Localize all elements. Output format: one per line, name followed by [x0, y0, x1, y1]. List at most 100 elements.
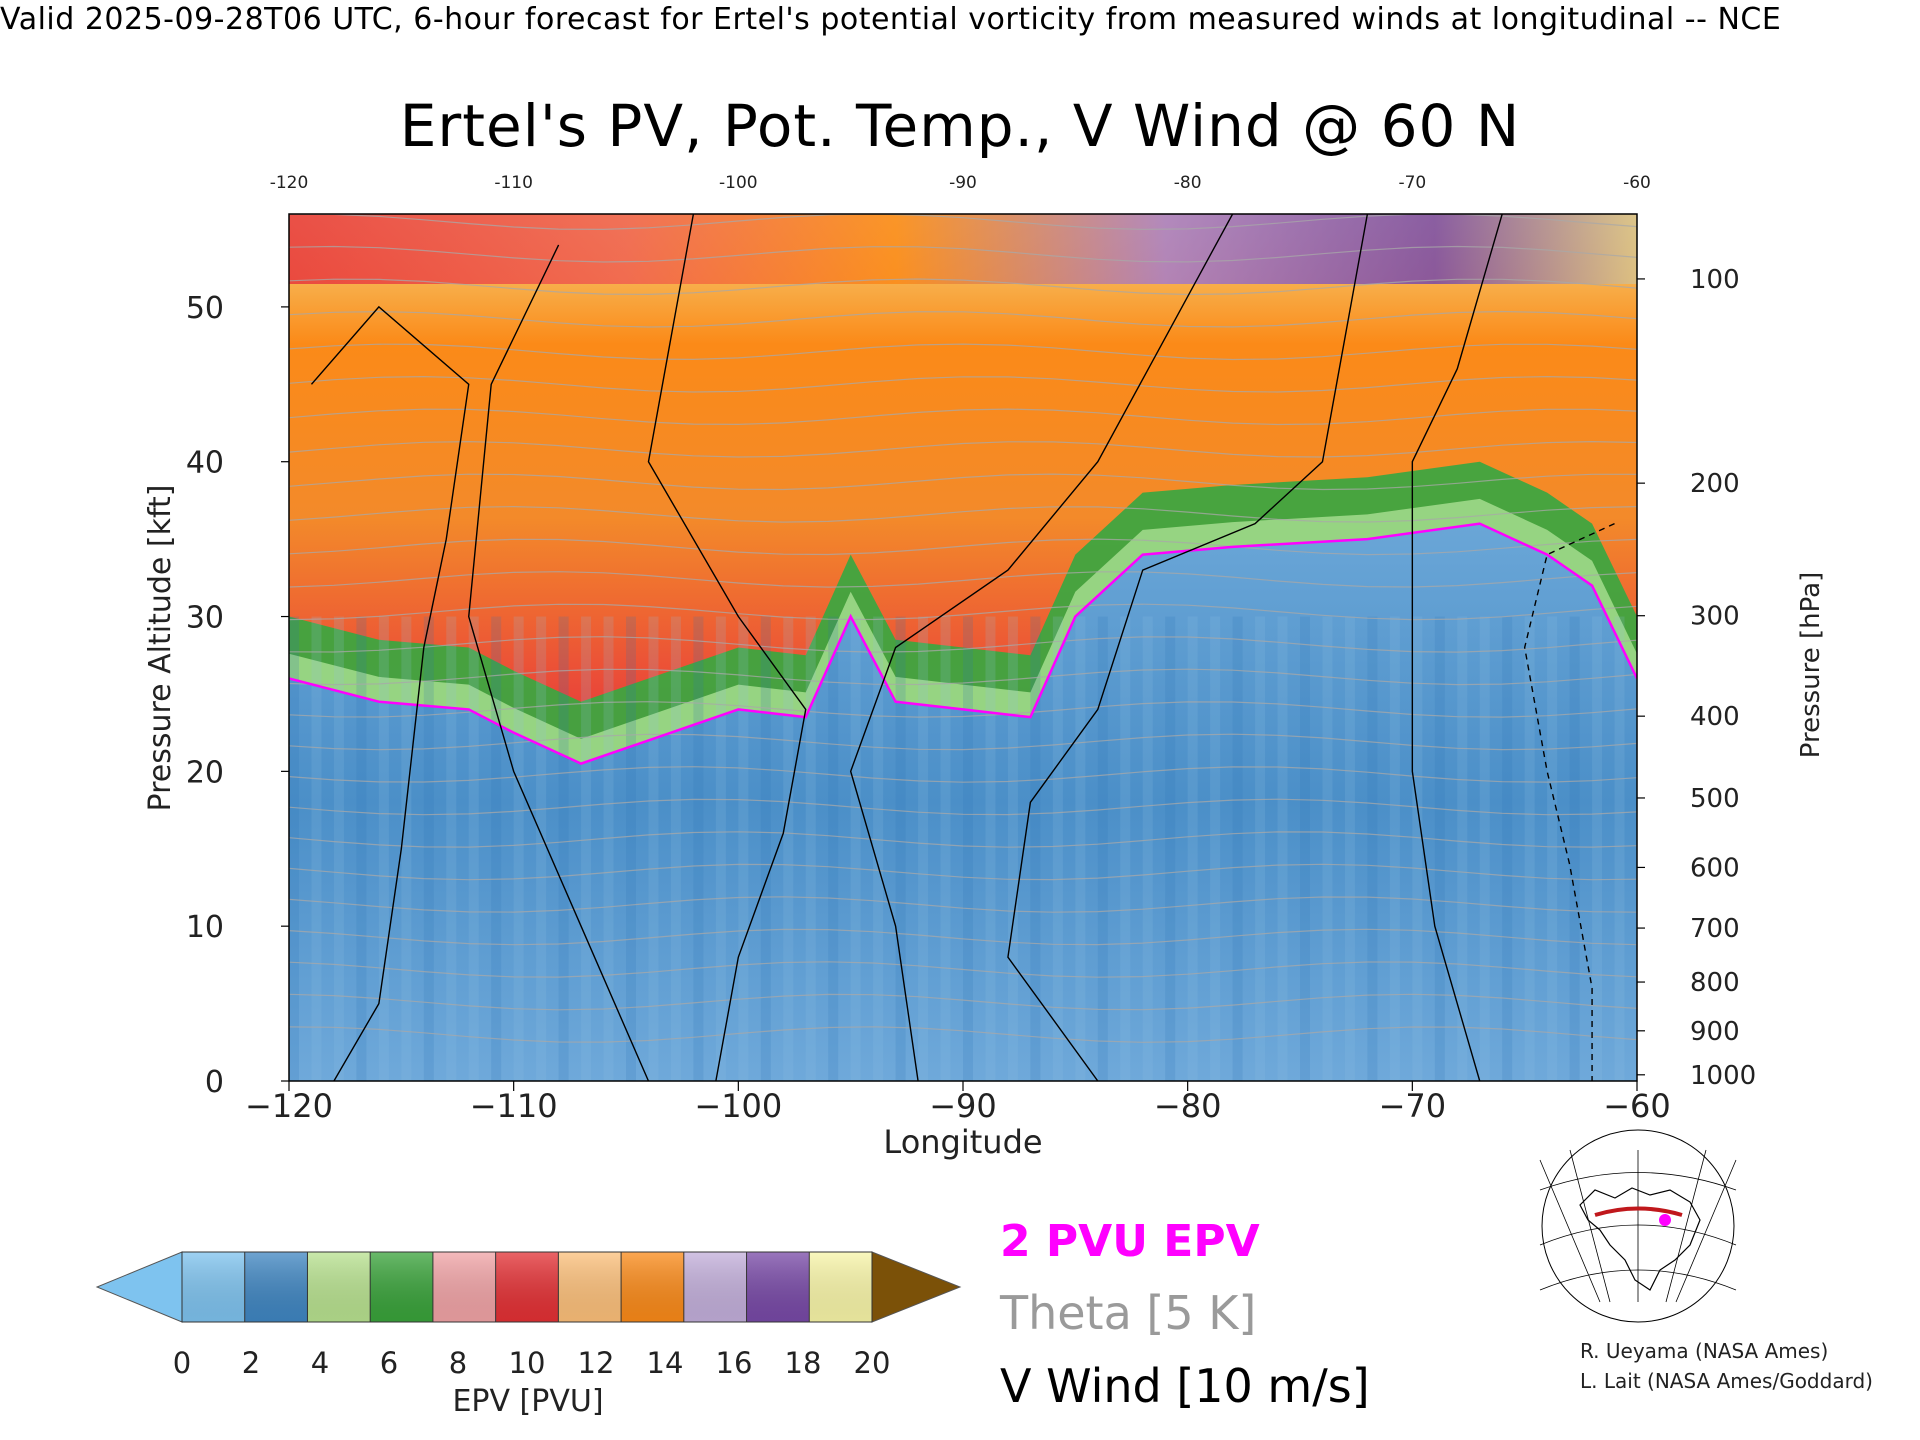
field-streak: [1322, 616, 1333, 1081]
theta-contour: [289, 831, 1637, 848]
x-top-tick-label: -110: [494, 173, 533, 193]
theta-contour: [289, 1026, 1637, 1043]
field-streak: [1052, 616, 1063, 1081]
field-streak: [1389, 616, 1400, 1081]
x-tick-label: −100: [694, 1087, 782, 1125]
theta-contour: [289, 993, 1637, 1011]
colorbar-frame: [181, 1251, 873, 1323]
colorbar-tick-label: 4: [311, 1346, 329, 1380]
colorbar: 0 2 4 6 8 10 12 14 16 18 20: [95, 1251, 962, 1380]
y2-tick-label: 100: [1690, 265, 1740, 295]
field-streak: [333, 616, 344, 1081]
y2-tick-label: 900: [1690, 1017, 1740, 1047]
field-streak: [1592, 616, 1603, 1081]
field-streak: [670, 616, 681, 1081]
x-top-tick-label: -70: [1398, 173, 1426, 193]
heatmap-field: [289, 214, 1637, 1081]
field-streak: [1367, 616, 1378, 1081]
field-streak: [715, 616, 726, 1081]
x-top-tick-label: -90: [949, 173, 977, 193]
field-streak: [873, 616, 884, 1081]
field-streak: [513, 616, 524, 1081]
field-streak: [648, 616, 659, 1081]
x-top-tick-label: -60: [1623, 173, 1651, 193]
colorbar-tick-label: 10: [509, 1346, 546, 1380]
x-tick-label: −80: [1154, 1087, 1222, 1125]
y-axis-label: Pressure Altitude [kft]: [143, 485, 178, 812]
theta-contour: [289, 961, 1637, 978]
colorbar-tick-label: 8: [449, 1346, 467, 1380]
field-streak: [828, 616, 839, 1081]
y2-tick-label: 800: [1690, 968, 1740, 998]
field-streak: [963, 616, 973, 1081]
colorbar-under-arrow: [95, 1251, 183, 1323]
y2-tick-label: 400: [1690, 702, 1740, 732]
field-streak: [1120, 616, 1131, 1081]
y2-tick-label: 300: [1690, 602, 1740, 632]
y-tick-label: 30: [186, 601, 224, 636]
field-streak: [1142, 616, 1153, 1081]
colorbar-tick-label: 18: [785, 1346, 822, 1380]
field-streak: [401, 616, 412, 1081]
v-wind-contour: [468, 244, 650, 1081]
field-streak: [311, 616, 322, 1081]
y2-tick-label: 600: [1690, 853, 1740, 883]
theta-contour: [289, 408, 1637, 426]
v-wind-contour: [849, 214, 1234, 1081]
colorbar-tick-label: 16: [716, 1346, 753, 1380]
v-wind-negative-contour: [1523, 523, 1615, 1081]
theta-contour: [289, 310, 1637, 328]
field-streak: [1075, 616, 1086, 1081]
legend-entry: 2 PVU EPV: [1000, 1216, 1260, 1267]
field-streak: [558, 616, 569, 1081]
locator-map: [1539, 1129, 1737, 1323]
field-streak: [491, 616, 502, 1081]
v-wind-contour: [1007, 214, 1369, 1081]
x-tick-label: −60: [1603, 1087, 1671, 1125]
y2-tick-label: 500: [1690, 784, 1740, 814]
field-streak: [1457, 616, 1468, 1081]
v-wind-contour: [1411, 214, 1503, 1081]
field-streak: [356, 616, 367, 1081]
v-wind-contour: [647, 214, 807, 1081]
colorbar-tick-label: 0: [173, 1346, 191, 1380]
y2-axis-label: Pressure [hPa]: [1796, 572, 1826, 759]
theta-contour: [289, 766, 1637, 783]
field-streak: [536, 616, 547, 1081]
field-streak: [805, 616, 816, 1081]
theta-contour: [289, 798, 1637, 816]
legend-entry: Theta [5 K]: [999, 1286, 1256, 1340]
legend: 2 PVU EPV Theta [5 K] V Wind [10 m/s]: [999, 1216, 1370, 1413]
colorbar-sheen: [182, 1252, 872, 1322]
y-tick-label: 20: [186, 755, 224, 790]
location-marker-icon: [1659, 1214, 1671, 1226]
theta-contour: [289, 440, 1637, 458]
field-streak: [423, 616, 434, 1081]
field-streak: [1434, 616, 1445, 1081]
axes: −120 −110 −100 −90 −80 −70 −60 -120 -110 -100 -90 -…: [186, 173, 1756, 1125]
field-streak: [1300, 616, 1310, 1081]
colorbar-over-arrow: [871, 1251, 962, 1323]
y-tick-label: 0: [205, 1065, 224, 1100]
field-streak: [581, 616, 592, 1081]
colorbar-tick-label: 6: [380, 1346, 398, 1380]
light-green-band: [289, 498, 1637, 764]
field-streak: [1255, 616, 1266, 1081]
credit-line: R. Ueyama (NASA Ames): [1580, 1339, 1828, 1363]
colorbar-tick-label: 12: [578, 1346, 615, 1380]
theta-contour: [289, 375, 1637, 393]
field-streak: [289, 616, 299, 1081]
y2-tick-label: 1000: [1690, 1061, 1756, 1091]
colorbar-tick-label: 20: [854, 1346, 891, 1380]
x-top-tick-label: -100: [719, 173, 758, 193]
x-axis-label: Longitude: [883, 1123, 1042, 1161]
troposphere-field: [289, 523, 1637, 1081]
colorbar-label: EPV [PVU]: [452, 1384, 603, 1419]
field-streak: [626, 616, 636, 1081]
v-wind-contour: [310, 305, 470, 1081]
credit-line: L. Lait (NASA Ames/Goddard): [1580, 1369, 1873, 1393]
theta-contour: [289, 896, 1637, 913]
theta-contour: [289, 278, 1637, 296]
field-streak: [1547, 616, 1558, 1081]
